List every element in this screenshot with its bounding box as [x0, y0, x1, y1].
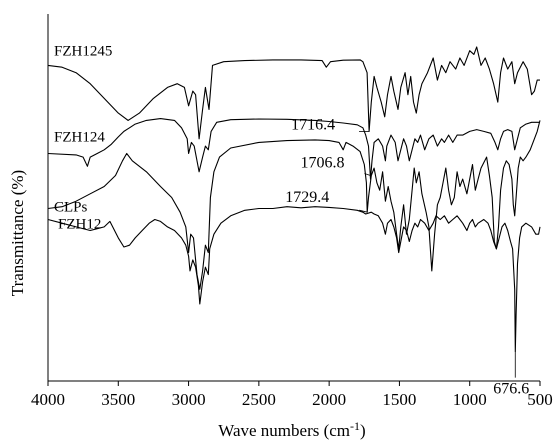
- series-label-clps: CLPs: [54, 200, 88, 216]
- y-axis-label: Transmittance (%): [8, 170, 27, 296]
- x-axis-label-close: ): [360, 421, 366, 440]
- plot-frame: [47, 14, 540, 382]
- x-tick-label-3500: 3500: [101, 390, 135, 409]
- series-group: [47, 46, 541, 353]
- x-axis-label-superscript: -1: [350, 419, 360, 433]
- annotation-label-1706.8: 1706.8: [300, 154, 344, 171]
- x-axis-label-main: Wave numbers (cm: [218, 421, 350, 440]
- x-tick-label-3000: 3000: [172, 390, 206, 409]
- annotations: 1716.4 1706.8 1729.4 676.6: [285, 116, 529, 397]
- annotation-leader-1706.8: [364, 173, 371, 176]
- series-label-fzh1245: FZH1245: [54, 43, 112, 59]
- x-tick-label-2500: 2500: [242, 390, 276, 409]
- x-tick-label-2000: 2000: [312, 390, 346, 409]
- annotation-leader-1729.4: [359, 209, 368, 213]
- annotation-label-1716.4: 1716.4: [291, 116, 335, 133]
- x-axis-label: Wave numbers (cm-1): [218, 419, 365, 440]
- series-label-fzh124: FZH124: [54, 129, 105, 145]
- series-line-fzh1245: [47, 46, 540, 140]
- series-line-fzh124: [47, 118, 540, 180]
- x-axis-ticks: 4000 3500 3000 2500 2000 1500 1000 500: [31, 381, 553, 409]
- x-tick-label-4000: 4000: [31, 390, 65, 409]
- annotation-label-676.6: 676.6: [493, 381, 529, 398]
- series-line-fzh12: [47, 120, 541, 290]
- x-tick-label-1500: 1500: [382, 390, 416, 409]
- annotation-label-1729.4: 1729.4: [285, 189, 329, 206]
- x-tick-label-500: 500: [527, 390, 553, 409]
- series-line-clps: [47, 206, 541, 353]
- x-tick-label-1000: 1000: [453, 390, 487, 409]
- series-label-fzh12: FZH12: [58, 217, 101, 233]
